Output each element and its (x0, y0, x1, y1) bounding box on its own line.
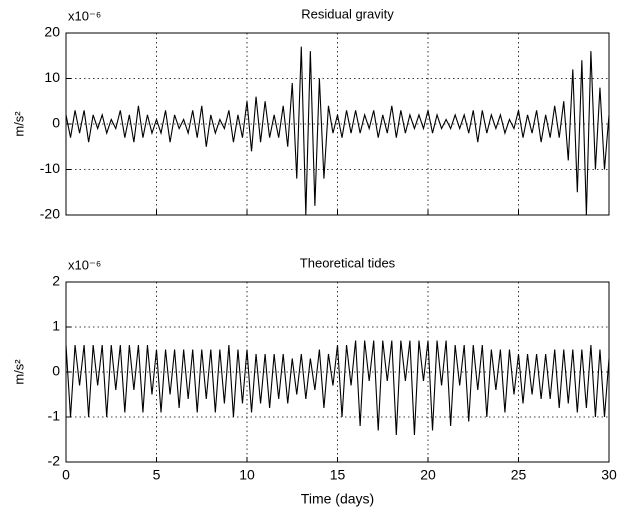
x-tick-label: 5 (153, 467, 161, 483)
x-tick-label: 20 (420, 467, 436, 483)
y-tick-label: 0 (52, 363, 60, 379)
y-tick-label: 20 (44, 24, 60, 40)
chart-title: Theoretical tides (300, 255, 396, 270)
axes-frame (65, 281, 610, 463)
y-tick-label: -1 (48, 408, 61, 424)
y-tick-label: -20 (40, 206, 60, 222)
y-tick-label: 2 (52, 273, 60, 289)
chart-title: Residual gravity (301, 6, 394, 21)
y-tick-label: -10 (40, 160, 60, 176)
data-line (65, 46, 610, 216)
x-tick-label: 10 (239, 467, 255, 483)
y-axis-label: m/s² (11, 359, 26, 385)
x-tick-label: 25 (511, 467, 527, 483)
y-tick-label: 10 (44, 69, 60, 85)
x-tick-label: 15 (330, 467, 346, 483)
axis-multiplier: x10⁻⁶ (68, 257, 101, 272)
y-tick-label: 0 (52, 115, 60, 131)
axes-frame (65, 32, 610, 216)
y-tick-label: 1 (52, 318, 60, 334)
x-tick-label: 30 (601, 467, 617, 483)
x-tick-label: 0 (62, 467, 70, 483)
y-axis-label: m/s² (11, 111, 26, 137)
y-tick-label: -2 (48, 453, 61, 469)
data-line (65, 340, 610, 436)
axis-multiplier: x10⁻⁶ (68, 8, 101, 23)
x-axis-label: Time (days) (301, 491, 374, 507)
